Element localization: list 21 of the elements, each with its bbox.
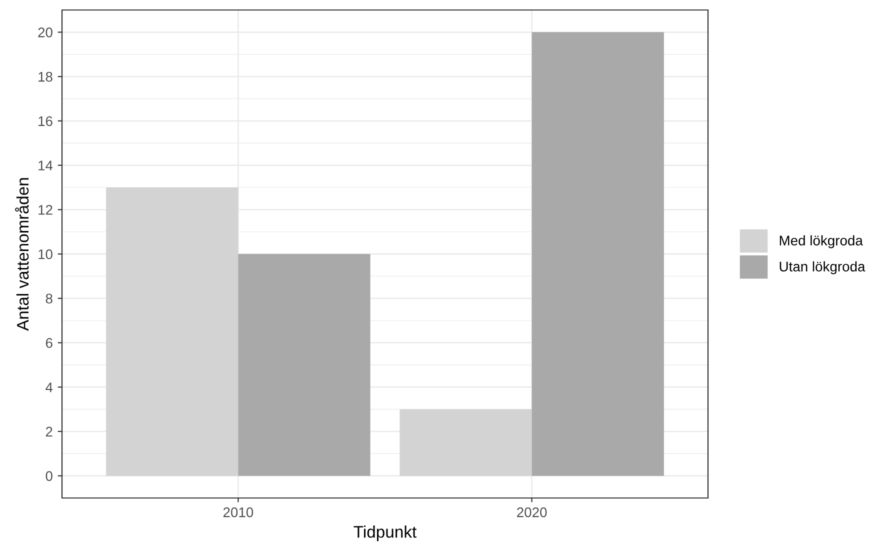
- bar: [106, 187, 238, 476]
- legend-label: Utan lökgroda: [780, 261, 866, 274]
- bar: [238, 254, 370, 476]
- y-tick-label: 14: [38, 160, 53, 170]
- y-tick-label: 18: [38, 72, 52, 82]
- y-tick-label: 0: [46, 471, 52, 481]
- y-tick-label: 2: [46, 426, 52, 436]
- x-tick-label: 2020: [517, 507, 547, 518]
- y-tick-label: 16: [38, 116, 52, 126]
- bar: [400, 409, 532, 476]
- x-tick-label: 2010: [223, 507, 254, 518]
- x-axis-title: Tidpunkt: [354, 526, 417, 542]
- y-tick-label: 10: [38, 249, 52, 260]
- legend-label: Med lökgroda: [780, 235, 863, 248]
- y-axis-title: Antal vattenområden: [15, 178, 29, 331]
- y-tick-label: 12: [38, 204, 52, 215]
- y-tick-label: 4: [46, 382, 53, 392]
- y-tick-label: 6: [46, 338, 52, 348]
- y-tick-label: 20: [38, 28, 52, 38]
- y-tick-label: 8: [46, 294, 52, 304]
- bar: [532, 32, 664, 476]
